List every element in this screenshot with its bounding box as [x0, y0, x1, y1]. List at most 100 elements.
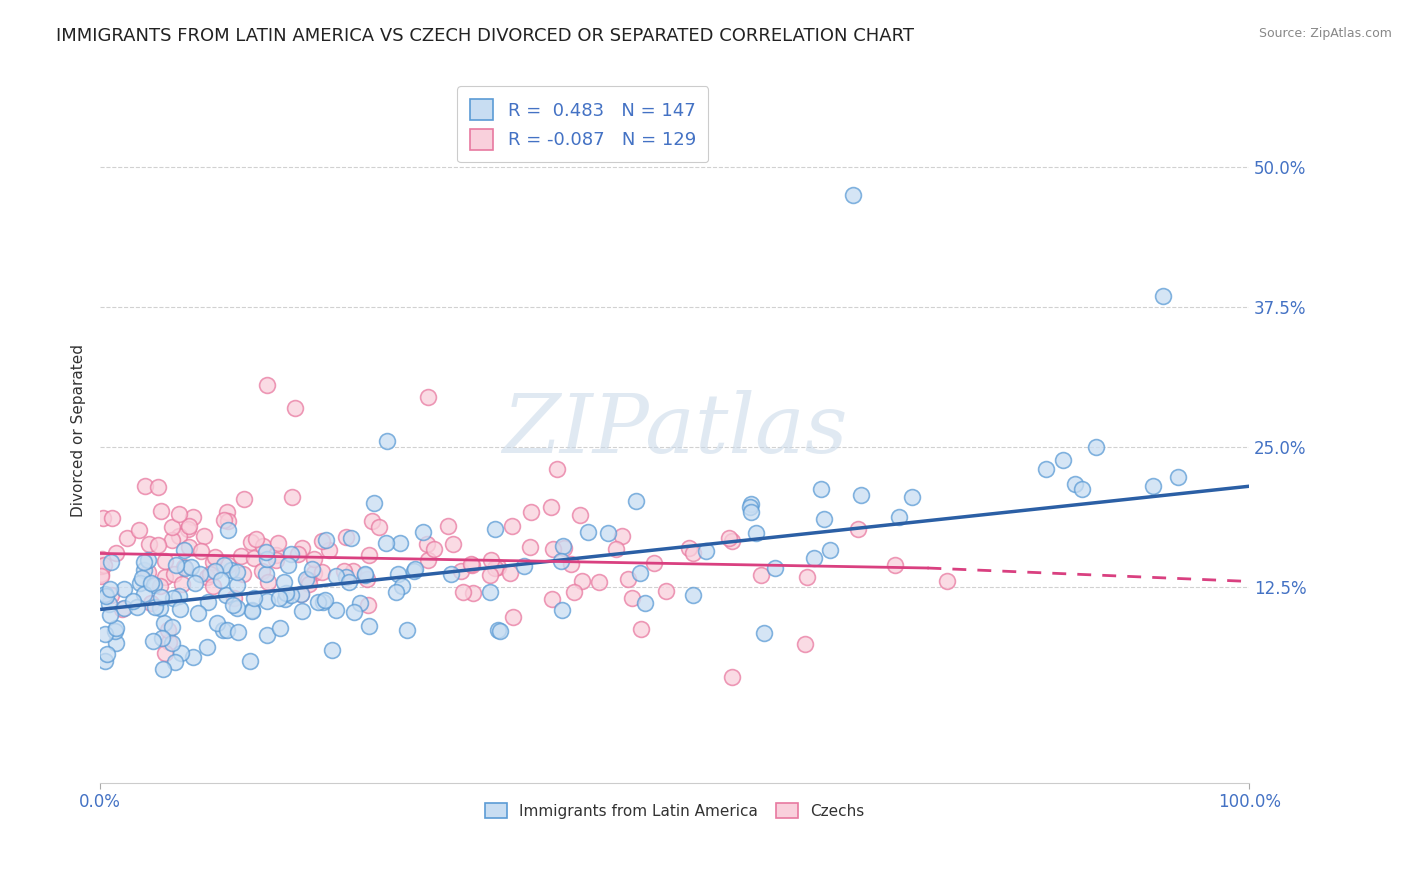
Point: [134, 587, 156, 601]
Point: [256, 378, 278, 392]
Point: [204, 549, 226, 564]
Text: IMMIGRANTS FROM LATIN AMERICA VS CZECH DIVORCED OR SEPARATED CORRELATION CHART: IMMIGRANTS FROM LATIN AMERICA VS CZECH D…: [56, 27, 914, 45]
Point: [226, 600, 249, 615]
Point: [287, 547, 309, 561]
Point: [353, 568, 375, 582]
Point: [136, 566, 159, 580]
Point: [129, 576, 152, 591]
Point: [588, 575, 610, 590]
Point: [359, 619, 381, 633]
Point: [333, 564, 356, 578]
Point: [225, 565, 247, 579]
Point: [217, 505, 239, 519]
Point: [193, 529, 215, 543]
Point: [763, 561, 786, 575]
Point: [141, 596, 163, 610]
Point: [98, 597, 121, 611]
Point: [1167, 470, 1189, 484]
Point: [117, 531, 139, 545]
Point: [634, 596, 657, 610]
Point: [94, 587, 117, 601]
Point: [273, 575, 295, 590]
Point: [217, 624, 239, 638]
Point: [163, 566, 186, 581]
Point: [479, 568, 502, 582]
Point: [290, 586, 312, 600]
Point: [198, 566, 221, 581]
Point: [391, 579, 413, 593]
Point: [717, 532, 740, 546]
Point: [232, 566, 254, 581]
Point: [479, 552, 502, 566]
Point: [349, 596, 371, 610]
Point: [489, 624, 512, 639]
Point: [486, 560, 509, 574]
Point: [502, 610, 524, 624]
Point: [284, 401, 307, 415]
Point: [90, 559, 112, 574]
Point: [152, 616, 174, 631]
Point: [160, 636, 183, 650]
Point: [217, 514, 239, 528]
Point: [122, 594, 145, 608]
Point: [167, 507, 190, 521]
Point: [605, 541, 627, 556]
Text: Source: ZipAtlas.com: Source: ZipAtlas.com: [1258, 27, 1392, 40]
Point: [359, 548, 381, 562]
Point: [302, 566, 325, 580]
Point: [134, 479, 156, 493]
Point: [281, 490, 304, 504]
Point: [624, 494, 647, 508]
Point: [217, 558, 239, 573]
Point: [884, 558, 907, 573]
Point: [621, 591, 644, 606]
Point: [153, 570, 176, 584]
Point: [385, 585, 408, 599]
Point: [132, 563, 155, 577]
Point: [441, 537, 464, 551]
Point: [277, 558, 299, 572]
Point: [721, 670, 744, 684]
Point: [901, 490, 924, 504]
Point: [173, 560, 195, 574]
Point: [404, 565, 426, 579]
Point: [91, 510, 114, 524]
Point: [169, 602, 191, 616]
Point: [169, 529, 191, 543]
Point: [157, 623, 180, 637]
Point: [551, 539, 574, 553]
Point: [226, 625, 249, 640]
Point: [752, 626, 775, 640]
Point: [314, 593, 336, 607]
Point: [484, 522, 506, 536]
Point: [211, 623, 233, 637]
Point: [678, 541, 700, 555]
Point: [387, 567, 409, 582]
Point: [240, 604, 263, 618]
Point: [112, 600, 135, 615]
Point: [242, 591, 264, 605]
Point: [217, 523, 239, 537]
Point: [307, 595, 329, 609]
Point: [127, 599, 149, 614]
Point: [177, 519, 200, 533]
Point: [695, 543, 717, 558]
Y-axis label: Divorced or Separated: Divorced or Separated: [72, 343, 86, 516]
Point: [264, 548, 287, 562]
Point: [143, 600, 166, 615]
Point: [163, 655, 186, 669]
Point: [105, 636, 128, 650]
Point: [553, 541, 575, 555]
Point: [740, 505, 762, 519]
Point: [170, 646, 193, 660]
Point: [849, 488, 872, 502]
Point: [550, 602, 572, 616]
Point: [610, 529, 633, 543]
Point: [177, 522, 200, 536]
Point: [139, 576, 162, 591]
Point: [90, 569, 112, 583]
Point: [94, 589, 117, 603]
Point: [94, 654, 117, 668]
Point: [643, 556, 665, 570]
Point: [267, 535, 290, 549]
